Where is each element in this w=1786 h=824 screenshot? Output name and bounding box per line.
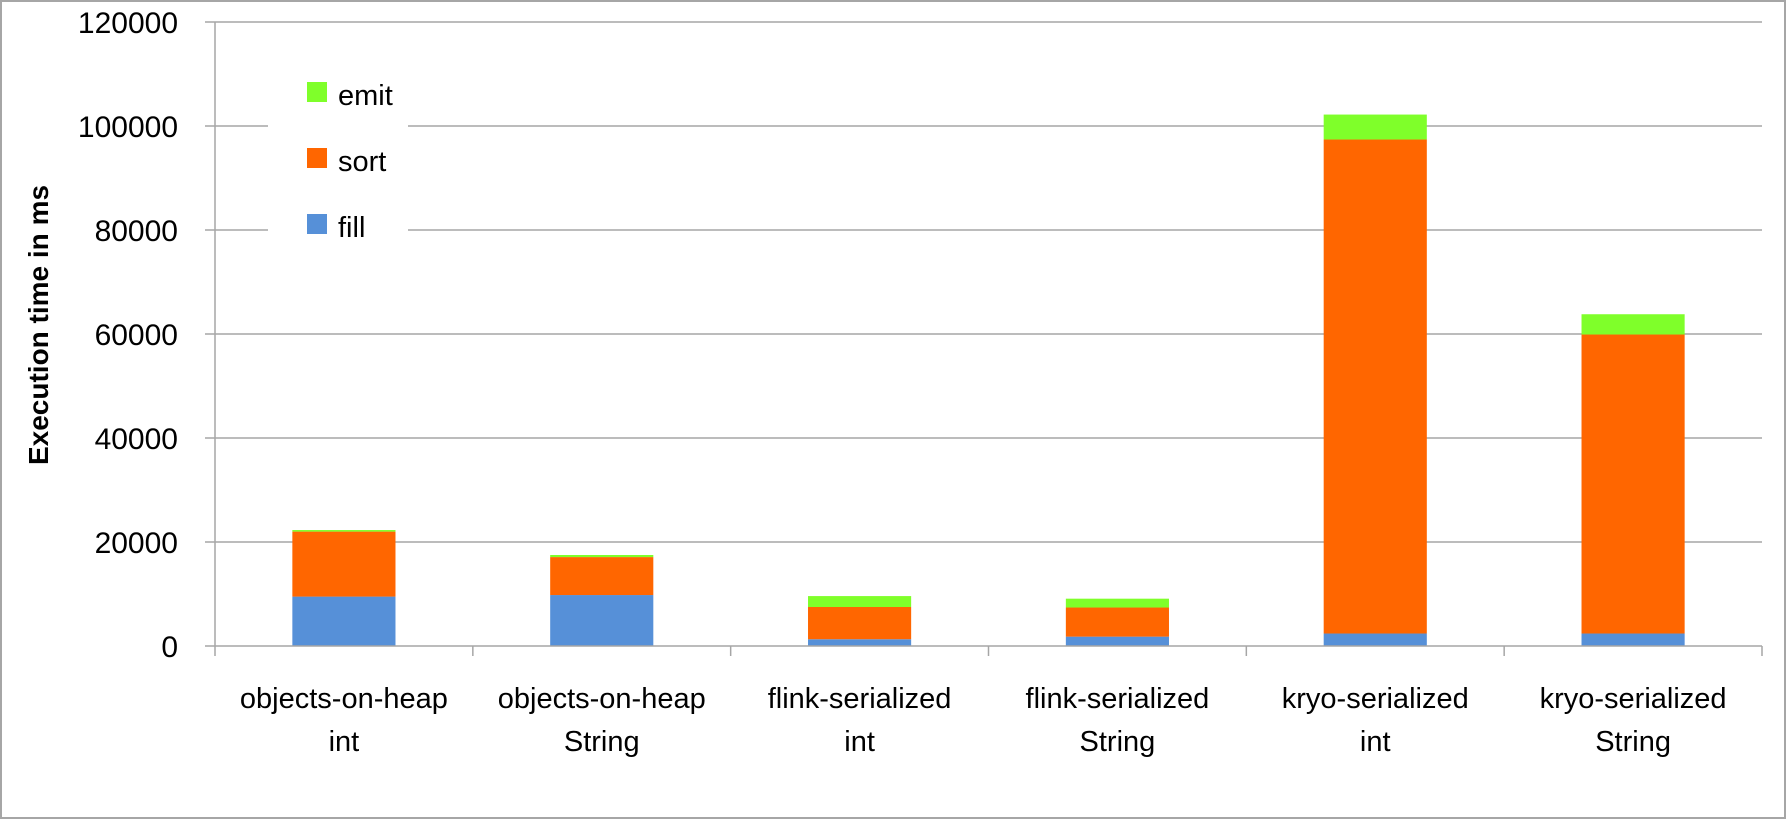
legend-label-sort: sort [338,146,386,178]
y-tick-label: 100000 [78,111,178,144]
bar-segment-emit [292,530,396,532]
bar-segment-sort [808,607,912,640]
y-tick-label: 20000 [95,527,178,560]
x-tick-label: kryo-serialized [1540,683,1727,715]
x-tick-label: int [1360,726,1391,758]
x-tick-label: int [844,726,875,758]
bar-segment-fill [1323,633,1427,646]
bar-segment-sort [1323,139,1427,634]
bar-segment-sort [292,531,396,597]
bar-segment-emit [808,596,912,607]
x-tick-label: objects-on-heap [498,683,706,715]
bar-segment-emit [1323,114,1427,140]
bar-segment-fill [1065,636,1169,646]
legend-swatch-emit [307,82,327,102]
bar-segment-emit [1581,314,1685,335]
y-axis-title: Execution time in ms [23,185,54,465]
x-tick-label: kryo-serialized [1282,683,1469,715]
bar-segment-sort [1065,607,1169,637]
y-tick-label: 60000 [95,319,178,352]
y-tick-label: 0 [161,631,178,664]
legend-swatch-sort [307,148,327,168]
x-tick-label: String [564,726,640,758]
bar-segment-fill [808,639,912,646]
legend-background [268,68,408,248]
bars [292,114,1685,646]
bar-segment-sort [550,557,654,596]
x-tick-label: objects-on-heap [240,683,448,715]
legend-label-fill: fill [338,212,365,244]
y-tick-label: 40000 [95,423,178,456]
x-tick-label: int [329,726,360,758]
axes: 0 20000 40000 60000 80000 100000 120000 objects… [78,7,1763,758]
legend-label-emit: emit [338,80,393,112]
x-tick-label: flink-serialized [1026,683,1210,715]
gridlines [215,21,1762,543]
bar-segment-fill [292,596,396,646]
bar-segment-emit [550,555,654,558]
x-tick-label: String [1595,726,1671,758]
x-tick-label: flink-serialized [768,683,952,715]
bar-segment-fill [1581,633,1685,646]
legend: emit sort fill [268,68,408,248]
bar-segment-emit [1065,598,1169,608]
x-tick-label: String [1080,726,1156,758]
y-tick-label: 120000 [78,7,178,40]
bar-segment-fill [550,595,654,646]
y-tick-label: 80000 [95,215,178,248]
legend-swatch-fill [307,214,327,234]
bar-segment-sort [1581,334,1685,634]
